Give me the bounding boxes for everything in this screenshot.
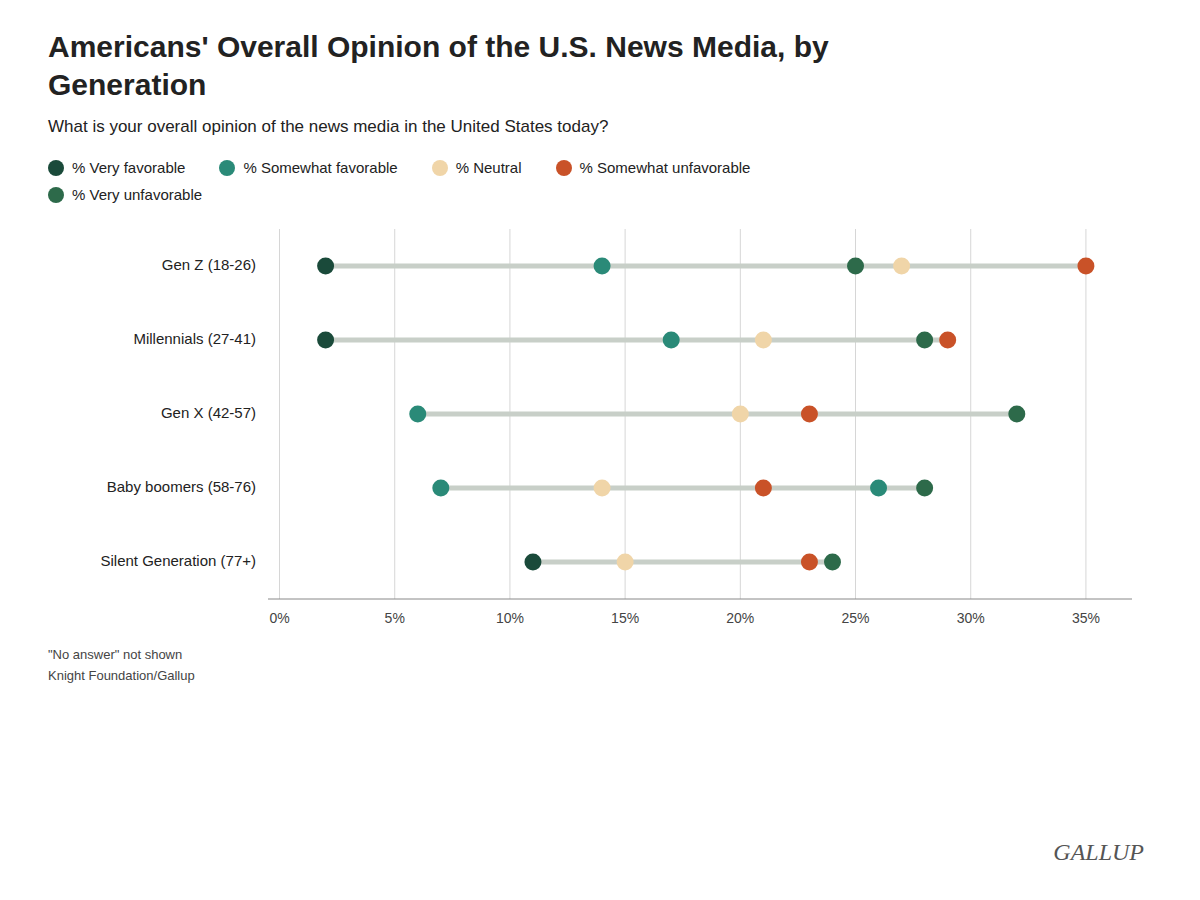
dot xyxy=(893,258,910,275)
dot xyxy=(594,258,611,275)
range-line xyxy=(326,264,1086,269)
notes: "No answer" not shownKnight Foundation/G… xyxy=(48,645,1152,687)
page: Americans' Overall Opinion of the U.S. N… xyxy=(0,0,1200,900)
chart: 0% 5% 10% 15% 20% 25% 30% 35% Gen Z (18-26) Mille… xyxy=(48,219,1152,639)
dot xyxy=(524,554,541,571)
y-tick-label: Gen Z (18-26) xyxy=(162,256,256,273)
title: Americans' Overall Opinion of the U.S. N… xyxy=(48,28,948,103)
legend-item: % Somewhat unfavorable xyxy=(556,159,751,176)
dot xyxy=(755,332,772,349)
grid-line xyxy=(279,229,280,599)
grid-line xyxy=(1085,229,1086,599)
legend-item: % Somewhat favorable xyxy=(219,159,397,176)
dot xyxy=(409,406,426,423)
dot xyxy=(1077,258,1094,275)
legend-label: % Somewhat unfavorable xyxy=(580,159,751,176)
legend-label: % Neutral xyxy=(456,159,522,176)
dot xyxy=(916,480,933,497)
legend-swatch xyxy=(556,160,572,176)
x-tick-label: 20% xyxy=(726,610,754,626)
dot xyxy=(1008,406,1025,423)
x-axis-line xyxy=(268,599,1132,600)
x-tick-label: 5% xyxy=(385,610,405,626)
legend-label: % Very unfavorable xyxy=(72,186,202,203)
dot xyxy=(755,480,772,497)
range-line xyxy=(533,560,833,565)
legend-swatch xyxy=(48,160,64,176)
grid-line xyxy=(394,229,395,599)
legend-swatch xyxy=(432,160,448,176)
dot xyxy=(939,332,956,349)
x-tick-label: 30% xyxy=(957,610,985,626)
x-tick-label: 15% xyxy=(611,610,639,626)
note: Knight Foundation/Gallup xyxy=(48,666,1152,687)
y-tick-label: Millennials (27-41) xyxy=(133,330,256,347)
legend-label: % Somewhat favorable xyxy=(243,159,397,176)
logo: GALLUP xyxy=(1053,839,1144,866)
legend-item: % Neutral xyxy=(432,159,522,176)
range-line xyxy=(418,412,1017,417)
y-tick-label: Baby boomers (58-76) xyxy=(107,478,256,495)
legend-item: % Very favorable xyxy=(48,159,185,176)
dot xyxy=(870,480,887,497)
x-tick-label: 0% xyxy=(269,610,289,626)
grid xyxy=(280,229,1086,599)
y-tick-label: Gen X (42-57) xyxy=(161,404,256,421)
legend-swatch xyxy=(48,187,64,203)
dot xyxy=(617,554,634,571)
dot xyxy=(916,332,933,349)
legend-item: % Very unfavorable xyxy=(48,186,202,203)
dot xyxy=(594,480,611,497)
x-tick-label: 35% xyxy=(1072,610,1100,626)
x-tick-label: 25% xyxy=(842,610,870,626)
subtitle: What is your overall opinion of the news… xyxy=(48,117,1152,137)
x-tick-label: 10% xyxy=(496,610,524,626)
range-line xyxy=(326,338,948,343)
dot xyxy=(663,332,680,349)
dot xyxy=(824,554,841,571)
note: "No answer" not shown xyxy=(48,645,1152,666)
dot xyxy=(317,258,334,275)
dot xyxy=(317,332,334,349)
legend: % Very favorable % Somewhat favorable % Ne… xyxy=(48,159,868,203)
legend-label: % Very favorable xyxy=(72,159,185,176)
legend-swatch xyxy=(219,160,235,176)
y-tick-label: Silent Generation (77+) xyxy=(100,552,256,569)
dot xyxy=(801,554,818,571)
dot xyxy=(432,480,449,497)
range-line xyxy=(441,486,925,491)
dot xyxy=(847,258,864,275)
dot xyxy=(732,406,749,423)
dot xyxy=(801,406,818,423)
marks xyxy=(317,258,1094,571)
